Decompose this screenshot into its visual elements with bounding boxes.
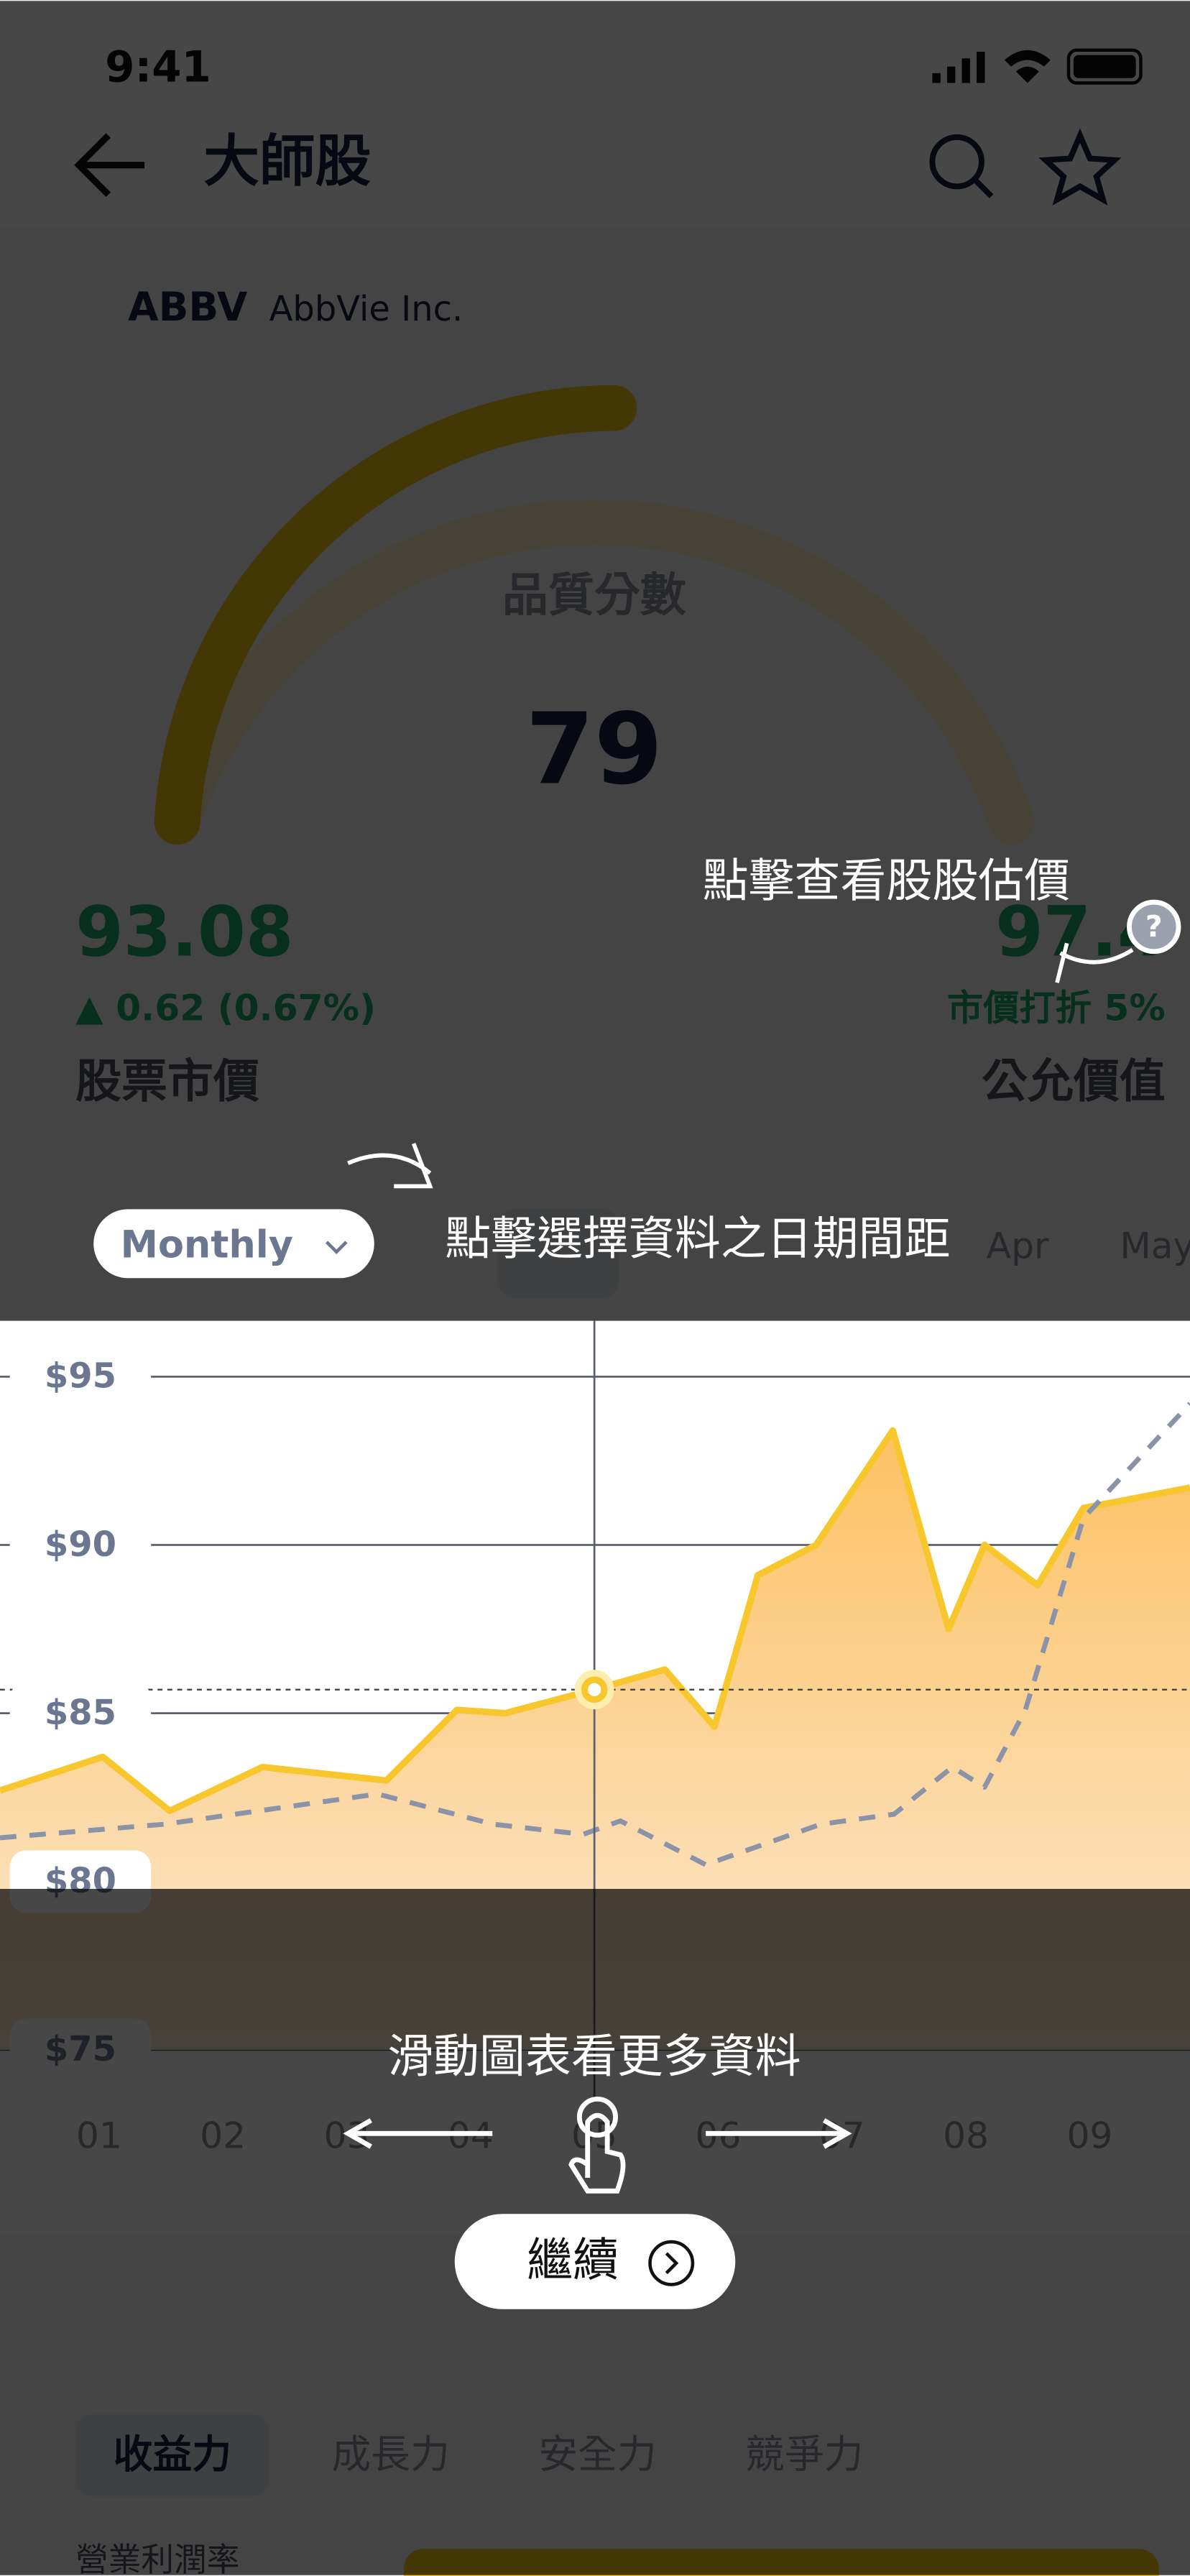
swipe-hint: 滑動圖表看更多資料: [387, 2030, 801, 2084]
interval-hint: 點擊選擇資料之日期間距: [445, 1213, 950, 1266]
y-tick-pill: [9, 1345, 152, 1408]
y-tick-label: $90: [45, 1524, 116, 1565]
fair-value-line: [0, 1402, 1190, 1867]
help-icon: ?: [1145, 909, 1163, 944]
interval-button[interactable]: [93, 1209, 374, 1279]
y-tick-pill: [9, 1514, 152, 1576]
valuation-hint: 點擊查看股股估價: [703, 855, 1071, 908]
chevron: [325, 1241, 348, 1254]
interval-button-label: Monthly: [121, 1223, 293, 1267]
selected-point-center: [588, 1683, 601, 1696]
hint-arrow: [1055, 942, 1134, 983]
y-tick-pill: [9, 1682, 152, 1744]
swipe-gesture: [343, 2096, 852, 2194]
continue-button[interactable]: [454, 2214, 736, 2309]
continue-icon-arrow: [665, 2252, 679, 2275]
continue-icon: [648, 2240, 695, 2286]
help-button[interactable]: [1127, 899, 1181, 954]
continue-label: 繼續: [527, 2234, 619, 2287]
y-tick-label: $95: [45, 1356, 116, 1397]
price-line: [0, 1427, 1190, 1815]
hint-arrow: [347, 1142, 433, 1189]
y-tick-label: $85: [45, 1693, 116, 1733]
